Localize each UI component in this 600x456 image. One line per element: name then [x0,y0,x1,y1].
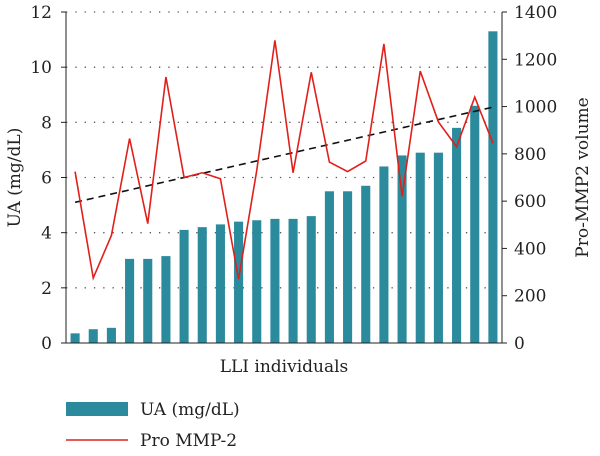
x-axis-label: LLI individuals [220,357,349,377]
ua-bar [306,216,316,343]
ua-bar [452,127,462,343]
ua-bar [161,256,171,343]
left-tick-label: 10 [30,58,52,78]
axes: 0 2 4 6 8 10 12 0 200 400 600 800 1000 1200 1400 [30,3,557,354]
ua-bar [397,155,407,343]
ua-bar [270,218,280,343]
right-tick-label: 1400 [514,3,557,23]
right-tick-label: 1200 [514,50,557,70]
left-tick-label: 0 [41,334,52,354]
ua-bar [324,191,334,343]
ua-bar [197,227,207,343]
ua-bar [143,258,153,343]
ua-bar [470,105,480,344]
left-tick-label: 2 [41,279,52,299]
ua-bar [106,327,116,343]
right-tick-label: 200 [514,287,546,307]
legend-line-label: Pro MMP-2 [140,431,237,451]
mmp2-line [74,40,494,281]
ua-bar [125,258,135,343]
right-tick-label: 1000 [514,98,557,118]
legend-bar-label: UA (mg/dL) [140,400,240,420]
right-tick-label: 400 [514,239,546,259]
ua-bar [179,229,189,343]
left-tick-label: 12 [30,3,52,23]
ua-bar [88,329,98,343]
ua-bar [415,152,425,343]
right-tick-label: 800 [514,145,546,165]
left-tick-label: 8 [41,113,52,133]
left-tick-label: 4 [41,224,52,244]
trend-line-path [74,106,494,204]
trend-line [74,106,494,204]
ua-bar [234,221,244,343]
legend-bar-swatch [66,402,128,416]
ua-bar [433,152,443,343]
ua-bars [70,31,498,344]
right-tick-label: 600 [514,192,546,212]
legend: UA (mg/dL) Pro MMP-2 [66,400,240,451]
right-tick-label: 0 [514,334,525,354]
left-tick-label: 6 [41,169,52,189]
ua-bar [70,333,80,343]
ua-bar [288,218,298,343]
ua-bar [361,185,371,343]
y-axis-label-right: Pro-MMP2 volume [573,97,593,257]
ua-bar [379,166,389,343]
mmp2-line-path [74,40,494,281]
ua-bar [252,220,262,343]
y-axis-label-left: UA (mg/dL) [5,128,25,228]
ua-bar [488,31,498,344]
ua-bar [215,224,225,343]
ua-bar [343,191,353,343]
